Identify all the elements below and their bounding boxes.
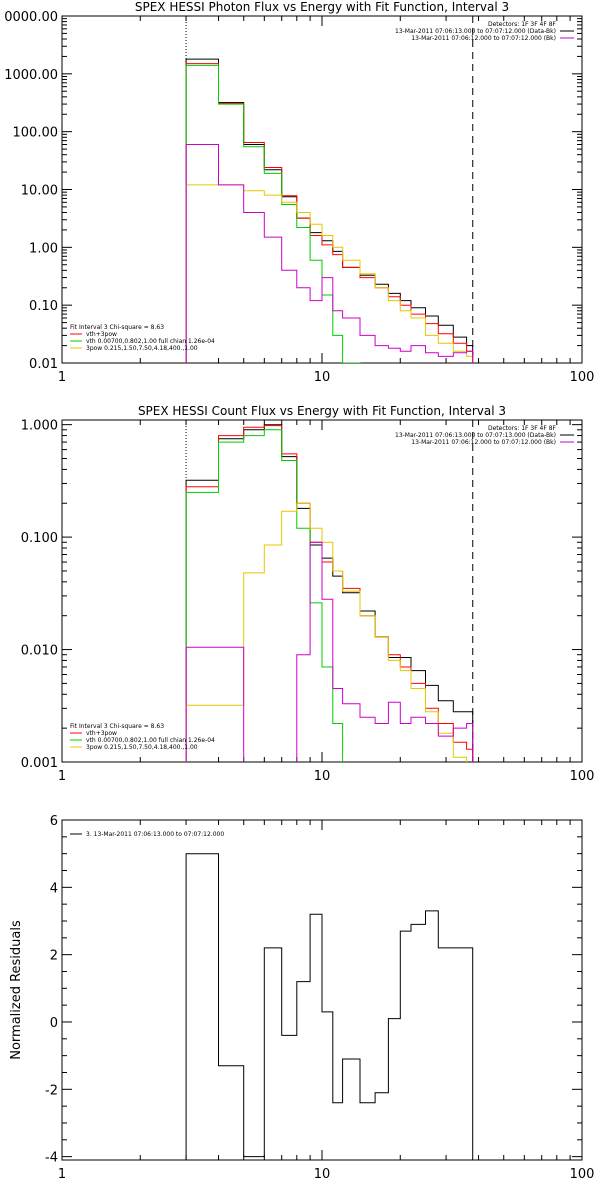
legend-bottom-left-text: 3pow 0.215,1.50,7.50,4.18,400.,1.00: [86, 345, 198, 352]
x-tick-label: 100: [570, 1167, 595, 1182]
series-line-1: [185, 58, 474, 363]
chart-panel-2: SPEX HESSI Count Flux vs Energy with Fit…: [21, 404, 595, 784]
legend-bottom-left-text: Fit Interval 3 Chi-square = 8.63: [70, 723, 164, 730]
x-tick-label: 100: [570, 769, 595, 784]
y-tick-label: -4: [45, 1151, 58, 1166]
y-tick-label: 0.001: [21, 756, 58, 771]
series-line-1: [185, 853, 474, 1160]
legend-bottom-left-text: vth+3pow: [86, 331, 117, 338]
chart-title: SPEX HESSI Count Flux vs Energy with Fit…: [138, 404, 506, 418]
y-tick-label: 1000.00: [4, 68, 58, 83]
y-tick-label: 10.00: [21, 184, 58, 199]
legend-top-right-text: Detectors: 1F 3F 4F 8F: [488, 425, 557, 432]
legend-bottom-left-text: Fit Interval 3 Chi-square = 8.63: [70, 324, 164, 331]
y-tick-label: 1.000: [21, 419, 58, 434]
y-tick-label: 0.10: [29, 299, 58, 314]
y-tick-label: 1.00: [29, 241, 58, 256]
x-tick-label: 10: [314, 769, 331, 784]
series-group: [185, 424, 474, 762]
series-line-5: [185, 541, 474, 762]
legend-top-right-text: 13-Mar-2011 07:06:13.000 to 07:07:12.000…: [395, 28, 556, 35]
y-axis-label: Normalized Residuals: [9, 920, 24, 1060]
legend-bottom-left-text: vth+3pow: [86, 730, 117, 737]
legend-bottom-left-text: vth 0.00700,0.802,1.00 full chian 1.26e-…: [86, 338, 215, 345]
x-tick-label: 1: [58, 769, 66, 784]
y-tick-label: 0.010: [21, 644, 58, 659]
y-tick-label: 2: [50, 949, 58, 964]
series-line-4: [185, 184, 474, 363]
y-tick-label: 0.01: [29, 357, 58, 372]
series-line-2: [185, 425, 474, 762]
x-tick-label: 10: [314, 370, 331, 385]
y-tick-label: 0000.00: [4, 10, 58, 25]
legend-bottom-left-text: vth 0.00700,0.802,1.00 full chian 1.26e-…: [86, 737, 215, 744]
series-line-2: [185, 63, 474, 363]
legend-top-right-text: 13-Mar-2011 07:06:13.000 to 07:07:13.000…: [395, 432, 556, 439]
y-tick-label: 4: [50, 881, 58, 896]
plot-frame: [61, 15, 583, 364]
series-line-1: [185, 424, 474, 762]
x-tick-label: 1: [58, 370, 66, 385]
series-group: [185, 58, 474, 363]
x-tick-label: 100: [570, 370, 595, 385]
legend-top-right-text: Detectors: 1F 3F 4F 8F: [488, 21, 557, 28]
y-tick-label: 0: [50, 1016, 58, 1031]
legend-bottom-left-text: 3pow 0.215,1.50,7.50,4.18,400.,1.00: [86, 744, 198, 751]
y-tick-label: 6: [50, 814, 58, 829]
y-tick-label: 100.00: [13, 126, 59, 141]
series-line-5: [185, 144, 474, 363]
legend-top-right-text: 13-Mar-2011 07:06:12.000 to 07:07:12.000…: [411, 439, 556, 446]
legend-top-right-text: 13-Mar-2011 07:06:12.000 to 07:07:12.000…: [411, 35, 556, 42]
series-line-3: [185, 64, 361, 363]
chart-panel-1: SPEX HESSI Photon Flux vs Energy with Fi…: [4, 0, 594, 385]
x-tick-label: 1: [58, 1167, 66, 1182]
chart-title: SPEX HESSI Photon Flux vs Energy with Fi…: [135, 0, 509, 14]
series-group: [185, 853, 474, 1160]
y-tick-label: -2: [45, 1083, 58, 1098]
series-line-3: [185, 429, 344, 762]
chart-panel-3: 1 10 100 -4 -2 0 2 4 6 Normalized Residuals 3. 13-…: [9, 814, 594, 1182]
series-line-4: [185, 502, 468, 762]
y-tick-label: 0.100: [21, 531, 58, 546]
legend-top-left-text: 3. 13-Mar-2011 07:06:13.000 to 07:07:12.…: [86, 831, 224, 838]
x-tick-label: 10: [314, 1167, 331, 1182]
